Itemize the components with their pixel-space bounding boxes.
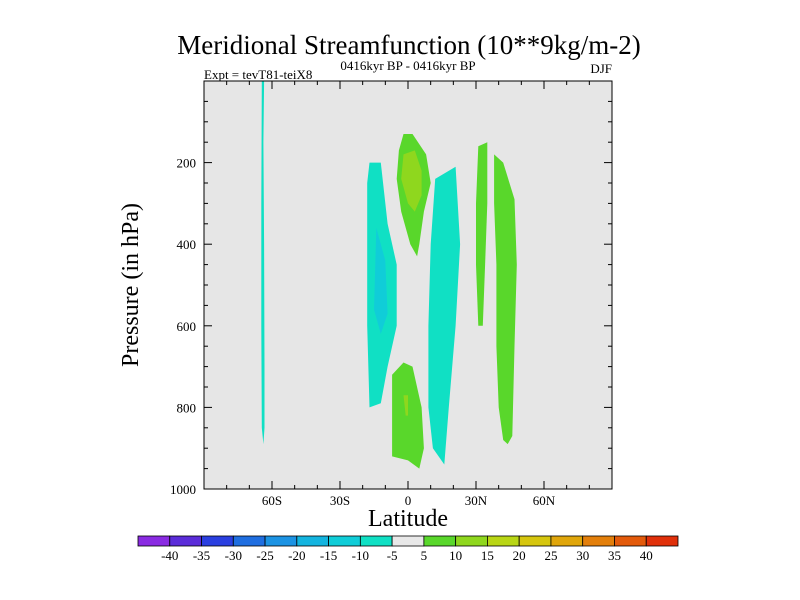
- colorbar-swatch: [264, 535, 298, 547]
- colorbar-label: 20: [513, 548, 526, 563]
- experiment-label: Expt = tevT81-teiX8: [204, 67, 312, 82]
- colorbar-label: -35: [193, 548, 210, 563]
- period-label: 0416kyr BP - 0416kyr BP: [340, 58, 475, 73]
- y-axis-label: Pressure (in hPa): [118, 203, 144, 367]
- colorbar-label: 35: [608, 548, 621, 563]
- colorbar-label: 40: [640, 548, 653, 563]
- x-tick-label: 30S: [330, 493, 350, 508]
- colorbar-label: -5: [387, 548, 398, 563]
- colorbar-label: -30: [225, 548, 242, 563]
- y-tick-label: 200: [177, 156, 197, 171]
- cell-lower-core: [403, 395, 408, 416]
- cell-60s-negative: [261, 81, 265, 445]
- colorbar-swatch: [328, 535, 361, 547]
- x-tick-label: 60S: [262, 493, 282, 508]
- cell-nh-positive-2: [494, 154, 517, 445]
- colorbar-swatch: [201, 535, 234, 547]
- cell-nh-negative: [428, 166, 461, 465]
- colorbar-swatch: [296, 535, 329, 547]
- colorbar-swatch: [487, 535, 520, 547]
- x-tick-label: 60N: [533, 493, 556, 508]
- colorbar-label: 30: [576, 548, 589, 563]
- colorbar-swatch: [137, 535, 171, 547]
- colorbar-label: -20: [288, 548, 305, 563]
- x-tick-label: 30N: [465, 493, 488, 508]
- colorbar-label: -25: [256, 548, 273, 563]
- y-tick-label: 800: [177, 400, 197, 415]
- contour-layer: [261, 81, 517, 469]
- colorbar-label: 5: [421, 548, 428, 563]
- cell-nh-positive-1: [476, 142, 488, 326]
- cell-sh-core: [374, 227, 388, 334]
- colorbar-swatch: [550, 535, 584, 547]
- colorbar-label: 25: [544, 548, 557, 563]
- cell-upper-core: [401, 150, 422, 212]
- colorbar-swatch: [169, 535, 202, 547]
- colorbar: -40 -35 -30 -25 -20 -15 -10 -5 5 10 15 20 25 30 35 40: [137, 535, 679, 563]
- colorbar-label: -10: [352, 548, 369, 563]
- chart-title: Meridional Streamfunction (10**9kg/m-2): [177, 30, 640, 60]
- x-tick-label: 0: [405, 493, 412, 508]
- tick-layer: 60S 30S 0 30N 60N 200 400 600 800 1000: [170, 81, 612, 508]
- colorbar-swatch: [614, 535, 647, 547]
- colorbar-swatch: [645, 535, 679, 547]
- colorbar-label: 15: [481, 548, 494, 563]
- colorbar-swatch: [423, 535, 457, 547]
- colorbar-label: -40: [161, 548, 178, 563]
- season-label: DJF: [590, 61, 612, 76]
- colorbar-swatch: [455, 535, 488, 547]
- colorbar-swatch: [232, 535, 266, 547]
- colorbar-label: -15: [320, 548, 337, 563]
- y-tick-label: 600: [177, 319, 197, 334]
- colorbar-label: 10: [449, 548, 462, 563]
- colorbar-swatch: [518, 535, 552, 547]
- y-tick-label: 400: [177, 237, 197, 252]
- x-axis-label: Latitude: [368, 506, 448, 532]
- y-tick-label: 1000: [170, 482, 196, 497]
- colorbar-swatch: [391, 535, 425, 547]
- colorbar-swatch: [359, 535, 393, 547]
- colorbar-swatch: [582, 535, 615, 547]
